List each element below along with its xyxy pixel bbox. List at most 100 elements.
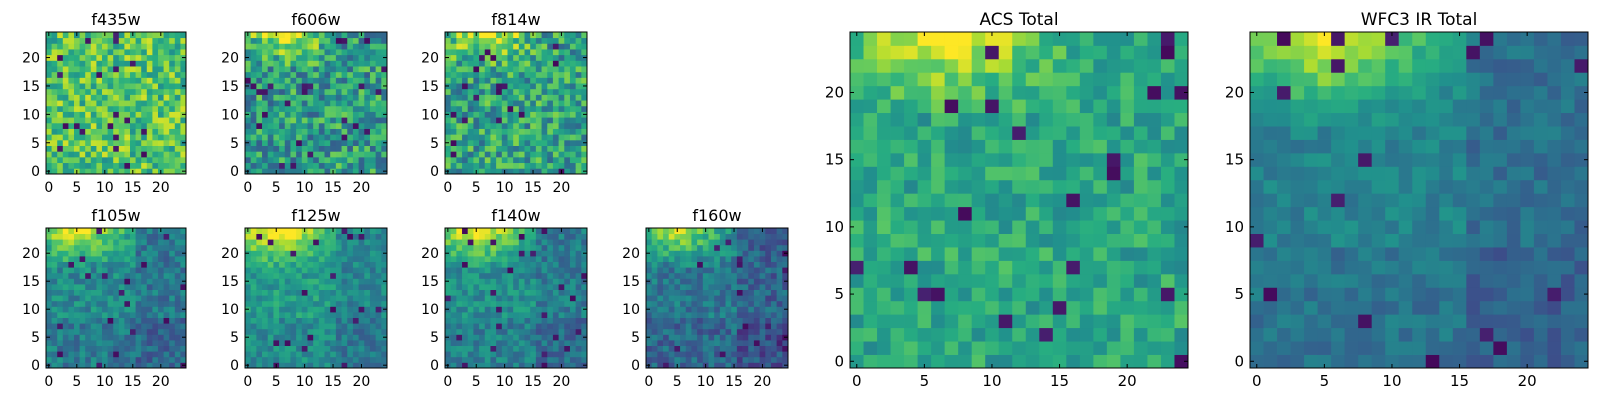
heatmap-cell: [1106, 260, 1121, 275]
heatmap-cell: [484, 105, 491, 112]
heatmap-cell: [479, 105, 486, 112]
heatmap-cell: [341, 356, 348, 363]
heatmap-cell: [1106, 327, 1121, 342]
heatmap-cell: [450, 117, 457, 124]
heatmap-cell: [575, 43, 582, 50]
heatmap-cell: [62, 289, 69, 296]
heatmap-cell: [782, 340, 789, 346]
heatmap-cell: [267, 134, 274, 141]
heatmap-cell: [284, 49, 291, 56]
heatmap-cell: [680, 239, 687, 246]
heatmap-cell: [57, 122, 64, 129]
heatmap-cell: [456, 88, 463, 95]
heatmap-cell: [958, 206, 973, 221]
heatmap-cell: [569, 37, 577, 44]
heatmap-cell: [51, 261, 58, 268]
heatmap-cell: [985, 179, 1000, 194]
heatmap-cell: [484, 244, 491, 251]
heatmap-cell: [245, 71, 252, 78]
heatmap-cell: [697, 351, 704, 358]
heatmap-cell: [490, 362, 497, 369]
heatmap-cell: [102, 356, 108, 363]
heatmap-cell: [702, 356, 709, 363]
heatmap-cell: [685, 278, 692, 285]
heatmap-cell: [152, 60, 159, 67]
heatmap-cell: [530, 60, 537, 67]
heatmap-cell: [85, 261, 92, 268]
heatmap-cell: [79, 228, 86, 234]
heatmap-cell: [352, 228, 359, 234]
heatmap-cell: [759, 289, 766, 296]
heatmap-cell: [169, 334, 176, 341]
heatmap-cell: [719, 351, 726, 358]
heatmap-cell: [685, 328, 692, 335]
heatmap-cell: [890, 300, 905, 315]
heatmap-cell: [575, 250, 582, 257]
heatmap-cell: [68, 162, 75, 169]
heatmap-cell: [141, 250, 148, 257]
heatmap-cell: [381, 312, 388, 318]
heatmap-cell: [174, 295, 181, 302]
heatmap-cell: [863, 314, 878, 329]
heatmap-cell: [456, 117, 463, 124]
heatmap-cell: [335, 94, 342, 101]
heatmap-cell: [85, 351, 92, 358]
heatmap-cell: [691, 340, 698, 346]
heatmap-cell: [450, 295, 457, 302]
heatmap-cell: [456, 295, 463, 302]
heatmap-cell: [146, 250, 153, 257]
heatmap-cell: [462, 244, 469, 251]
heatmap-cell: [250, 122, 257, 129]
heatmap-cell: [1147, 314, 1162, 329]
heatmap-cell: [313, 289, 320, 296]
heatmap-cell: [130, 328, 136, 335]
heatmap-cell: [262, 77, 269, 84]
heatmap-cell: [558, 272, 565, 279]
heatmap-cell: [1025, 341, 1040, 355]
heatmap-cell: [558, 43, 565, 50]
heatmap-cell: [130, 54, 136, 61]
heatmap-cell: [456, 43, 463, 50]
heatmap-cell: [96, 267, 103, 274]
heatmap-cell: [96, 94, 103, 101]
heatmap-cell: [245, 244, 252, 251]
heatmap-cell: [708, 261, 715, 268]
heatmap-cell: [1052, 287, 1067, 302]
heatmap-cell: [1039, 260, 1054, 275]
heatmap-cell: [507, 312, 514, 318]
heatmap-cell: [541, 233, 548, 240]
heatmap-cell: [530, 156, 537, 164]
heatmap-cell: [564, 151, 571, 158]
heatmap-cell: [152, 88, 159, 95]
heatmap-cell: [79, 272, 86, 279]
heatmap-cell: [347, 340, 354, 346]
heatmap-cell: [575, 345, 582, 352]
heatmap-cell: [324, 312, 331, 318]
heatmap-cell: [273, 43, 280, 50]
heatmap-cell: [479, 145, 486, 152]
heatmap-cell: [90, 60, 97, 67]
heatmap-cell: [581, 272, 588, 279]
heatmap-cell: [765, 233, 772, 240]
heatmap-cell: [445, 345, 452, 352]
heatmap-cell: [146, 356, 153, 363]
heatmap-cell: [971, 166, 986, 181]
heatmap-cell: [547, 289, 554, 296]
heatmap-cell: [347, 60, 354, 67]
heatmap-cell: [352, 88, 359, 95]
heatmap-cell: [535, 94, 542, 101]
heatmap-cell: [135, 300, 142, 307]
heatmap-cell: [524, 244, 531, 251]
heatmap-cell: [158, 351, 164, 358]
heatmap-cell: [62, 328, 69, 335]
heatmap-cell: [267, 267, 274, 274]
heatmap-cell: [541, 256, 548, 262]
heatmap-cell: [279, 256, 286, 262]
heatmap-cell: [450, 139, 457, 146]
heatmap-cell: [496, 43, 503, 50]
heatmap-cell: [256, 117, 263, 124]
heatmap-cell: [113, 71, 120, 78]
heatmap-cell: [107, 300, 114, 307]
heatmap-cell: [146, 88, 153, 95]
